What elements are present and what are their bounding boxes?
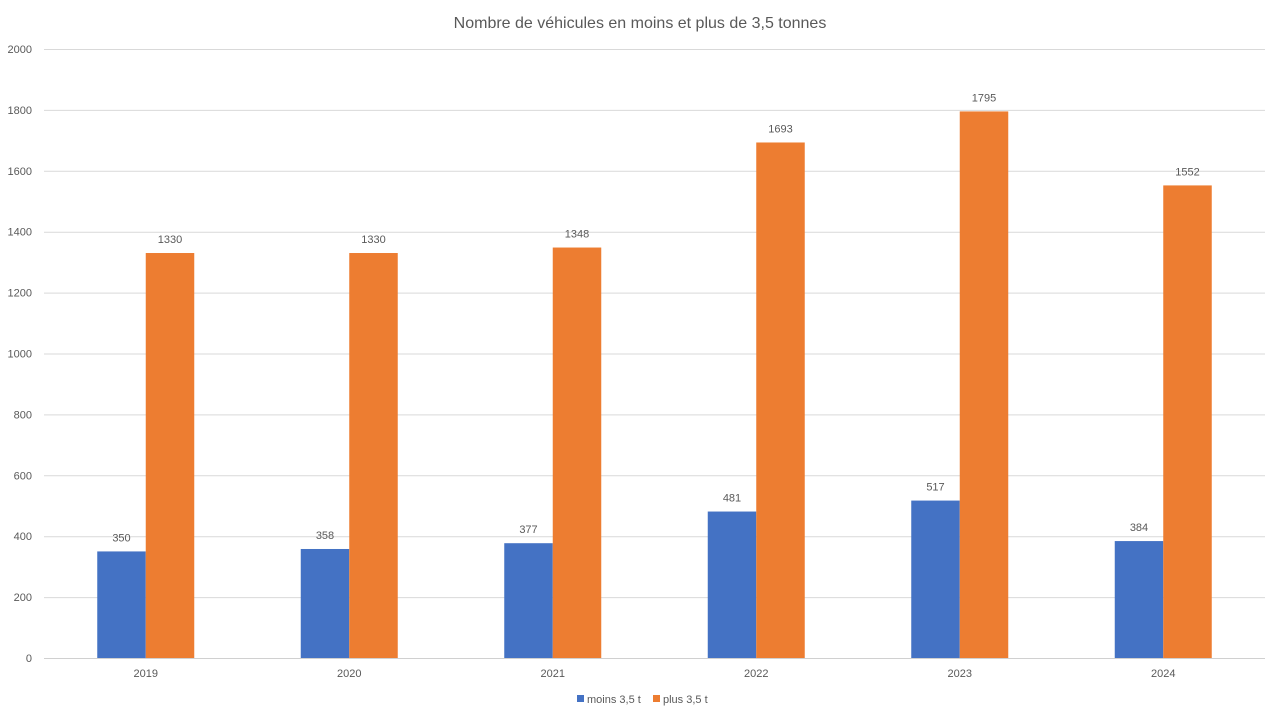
y-tick-label: 0 bbox=[26, 653, 32, 665]
y-tick-label: 2000 bbox=[8, 44, 32, 56]
bar-moins-3-5-t-2021 bbox=[504, 543, 553, 658]
x-tick-label: 2020 bbox=[337, 668, 361, 680]
data-label: 350 bbox=[112, 532, 130, 544]
bar-plus-3-5-t-2024 bbox=[1163, 185, 1212, 658]
bar-moins-3-5-t-2022 bbox=[707, 511, 757, 658]
chart-title: Nombre de véhicules en moins et plus de … bbox=[454, 15, 827, 32]
y-tick-label: 600 bbox=[14, 470, 32, 482]
data-label: 481 bbox=[723, 493, 741, 505]
x-tick-label: 2023 bbox=[948, 668, 972, 680]
y-axis-ticks: 0 200 400 600 800 1000 1200 1400 1600 1800 2000 bbox=[8, 44, 32, 665]
y-tick-label: 1400 bbox=[8, 227, 32, 239]
bar-moins-3-5-t-2020 bbox=[300, 548, 350, 658]
y-tick-label: 1800 bbox=[8, 105, 32, 117]
bar-plus-3-5-t-2019 bbox=[145, 253, 195, 658]
bar-plus-3-5-t-2021 bbox=[552, 247, 602, 658]
y-tick-label: 1600 bbox=[8, 166, 32, 178]
bar-moins-3-5-t-2024 bbox=[1114, 541, 1164, 658]
data-label: 358 bbox=[316, 530, 334, 542]
bar-moins-3-5-t-2023 bbox=[911, 500, 960, 658]
y-tick-label: 1000 bbox=[8, 349, 32, 361]
data-label: 377 bbox=[519, 524, 537, 536]
x-tick-label: 2022 bbox=[744, 668, 768, 680]
x-tick-label: 2019 bbox=[134, 668, 158, 680]
data-label: 1348 bbox=[565, 229, 589, 241]
legend-label: plus 3,5 t bbox=[663, 694, 708, 706]
bar-moins-3-5-t-2019 bbox=[97, 551, 146, 658]
data-label: 1552 bbox=[1175, 166, 1199, 178]
legend-label: moins 3,5 t bbox=[587, 694, 641, 706]
bars: 350 1330 358 1330 377 1348 481 1693 517 1795 384 15… bbox=[97, 92, 1212, 659]
x-axis-ticks: 2019 2020 2021 2022 2023 2024 bbox=[134, 668, 1176, 680]
bar-plus-3-5-t-2020 bbox=[349, 253, 398, 658]
data-label: 1330 bbox=[158, 234, 182, 246]
legend-swatch bbox=[653, 695, 660, 702]
y-tick-label: 800 bbox=[14, 409, 32, 421]
data-label: 1330 bbox=[361, 234, 385, 246]
data-label: 517 bbox=[926, 482, 944, 494]
x-tick-label: 2024 bbox=[1151, 668, 1175, 680]
gridlines bbox=[44, 49, 1265, 659]
legend: moins 3,5 t plus 3,5 t bbox=[577, 694, 708, 706]
x-tick-label: 2021 bbox=[541, 668, 565, 680]
y-tick-label: 1200 bbox=[8, 288, 32, 300]
y-tick-label: 200 bbox=[14, 592, 32, 604]
bar-plus-3-5-t-2022 bbox=[756, 142, 805, 658]
legend-swatch bbox=[577, 695, 584, 702]
data-label: 1693 bbox=[768, 123, 792, 135]
y-tick-label: 400 bbox=[14, 531, 32, 543]
bar-plus-3-5-t-2023 bbox=[959, 111, 1009, 659]
data-label: 384 bbox=[1130, 522, 1148, 534]
data-label: 1795 bbox=[972, 92, 996, 104]
